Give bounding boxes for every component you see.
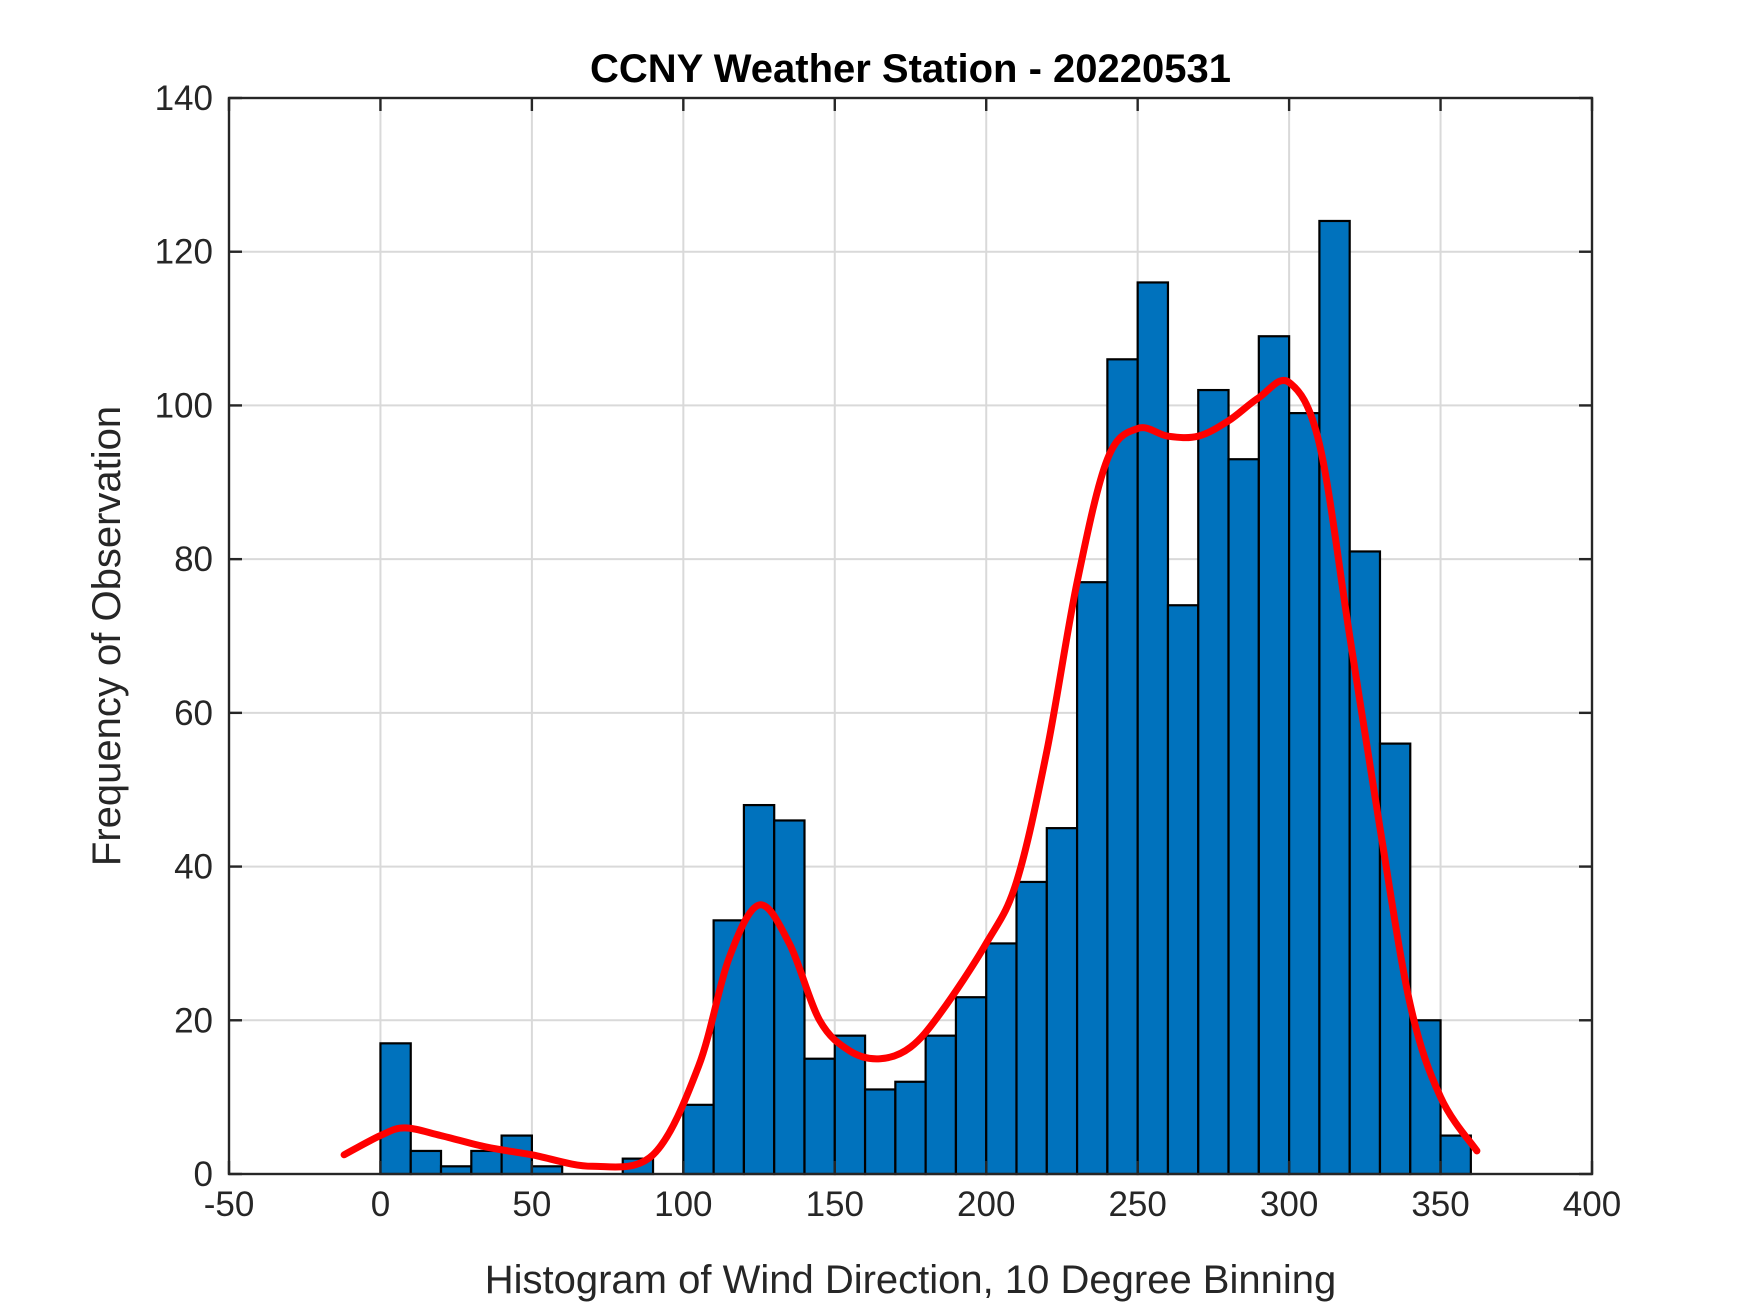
histogram-bar [863, 1088, 897, 1176]
y-tick-label: 140 [155, 79, 213, 118]
histogram-bar [1136, 281, 1170, 1176]
histogram-bar [1045, 827, 1079, 1176]
y-axis-label: Frequency of Observation [85, 406, 129, 866]
density-curve-layer [340, 377, 1481, 1171]
histogram-bar [773, 819, 806, 1176]
histogram-bar [1409, 1019, 1442, 1176]
x-tick-label: 150 [806, 1185, 864, 1224]
density-curve [340, 377, 1481, 1171]
x-tick-label: 400 [1563, 1185, 1621, 1224]
histogram-bar [1197, 388, 1230, 1176]
histogram-bar [1015, 880, 1048, 1176]
x-tick-labels: -50 0 50 100 150 200 250 300 350 400 [204, 1185, 1622, 1224]
histogram-bar [1227, 458, 1260, 1176]
histogram-bar [470, 1149, 503, 1176]
histogram-bars [379, 219, 1472, 1176]
histogram-bar [409, 1149, 443, 1176]
histogram-bar [1166, 604, 1200, 1176]
histogram-bar [1439, 1134, 1472, 1176]
y-tick-label: 40 [174, 848, 213, 887]
histogram-bar [985, 942, 1018, 1176]
x-axis-label: Histogram of Wind Direction, 10 Degree B… [485, 1258, 1337, 1302]
chart-title: CCNY Weather Station - 20220531 [590, 47, 1231, 91]
histogram-bar [1106, 358, 1139, 1176]
histogram-bar [1257, 335, 1291, 1176]
x-tick-label: 0 [371, 1185, 390, 1224]
x-tick-label: 200 [957, 1185, 1015, 1224]
x-tick-label: 300 [1260, 1185, 1318, 1224]
x-tick-label: 350 [1411, 1185, 1469, 1224]
y-tick-labels: 0 20 40 60 80 100 120 140 [155, 79, 213, 1194]
x-tick-label: 100 [654, 1185, 712, 1224]
plot-area-frame [227, 96, 1594, 1176]
histogram-bar [1075, 581, 1109, 1176]
x-tick-label: 250 [1108, 1185, 1166, 1224]
histogram-bar [803, 1057, 836, 1176]
y-tick-label: 120 [155, 233, 213, 272]
y-tick-label: 0 [194, 1155, 213, 1194]
tick-marks [227, 96, 1594, 1176]
histogram-bar [1318, 219, 1351, 1176]
histogram-bar [894, 1080, 927, 1176]
histogram-bar [1288, 412, 1321, 1176]
histogram-bar [954, 996, 988, 1176]
x-tick-label: -50 [204, 1185, 255, 1224]
histogram-bar [1378, 742, 1412, 1176]
histogram-bar [682, 1103, 715, 1176]
x-tick-label: 50 [512, 1185, 551, 1224]
y-tick-label: 20 [174, 1001, 213, 1040]
y-tick-label: 60 [174, 694, 213, 733]
y-tick-label: 100 [155, 386, 213, 425]
histogram-bar [379, 1042, 412, 1176]
histogram-bar [742, 803, 776, 1176]
y-tick-label: 80 [174, 540, 213, 579]
histogram-bar [924, 1034, 958, 1176]
